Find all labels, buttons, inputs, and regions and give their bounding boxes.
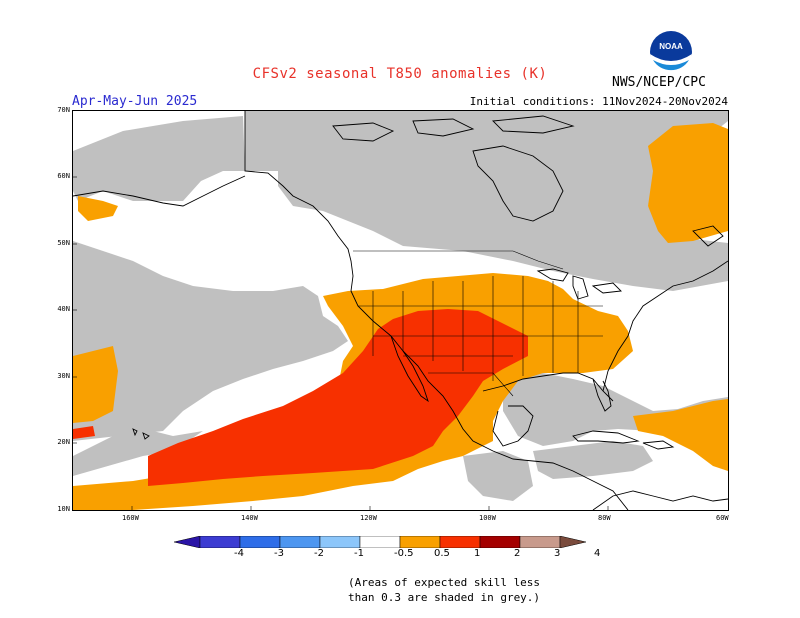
colorbar-arrow-high [559,536,587,548]
lon-label-120w: 120W [360,514,377,522]
lon-label-100w: 100W [479,514,496,522]
colorbar-segment [199,536,241,548]
skill-note-line1: (Areas of expected skill less [348,576,541,589]
lon-label-80w: 80W [598,514,611,522]
colorbar-tick-label: 4 [594,548,601,559]
colorbar-tick-label: 0.5 [434,548,450,559]
coastlines [73,111,728,510]
political-borders [353,250,603,397]
lat-label-40n: 40N [57,305,70,313]
colorbar-segment [279,536,321,548]
colorbar-tick-label: -2 [314,548,324,559]
anomaly-map [72,110,729,511]
lat-label-20n: 20N [57,438,70,446]
lat-label-60n: 60N [57,172,70,180]
lon-label-140w: 140W [241,514,258,522]
lat-label-50n: 50N [57,239,70,247]
season-label: Apr-May-Jun 2025 [72,94,198,109]
colorbar [174,536,587,548]
colorbar-segment [319,536,361,548]
colorbar-tick-label: 3 [554,548,561,559]
skill-note-line2: than 0.3 are shaded in grey.) [348,591,541,604]
logo-text: NOAA [659,42,683,51]
agency-label: NWS/NCEP/CPC [612,75,706,90]
colorbar-tick-label: -3 [274,548,284,559]
colorbar-tick-label: -4 [234,548,244,559]
initial-conditions-label: Initial conditions: 11Nov2024-20Nov2024 [469,95,728,108]
graticule-ticks [73,176,609,510]
colorbar-segment [439,536,481,548]
colorbar-segment [399,536,441,548]
colorbar-tick-label: 1 [474,548,481,559]
colorbar-segment [479,536,521,548]
lat-label-10n: 10N [57,505,70,513]
anomaly-map-svg [73,111,728,510]
lat-label-30n: 30N [57,372,70,380]
skill-note: (Areas of expected skill less than 0.3 a… [348,575,540,605]
colorbar-segment [239,536,281,548]
colorbar-segment [519,536,561,548]
colorbar-arrow-low [174,536,201,548]
colorbar-tick-label: -1 [354,548,364,559]
noaa-logo: NOAA [650,31,692,74]
colorbar-tick-label: -0.5 [394,548,414,559]
colorbar-tick-label: 2 [514,548,521,559]
lon-label-160w: 160W [122,514,139,522]
colorbar-segment [359,536,401,548]
lat-label-70n: 70N [57,106,70,114]
lon-label-60w: 60W [716,514,729,522]
map-title: CFSv2 seasonal T850 anomalies (K) [252,66,548,82]
